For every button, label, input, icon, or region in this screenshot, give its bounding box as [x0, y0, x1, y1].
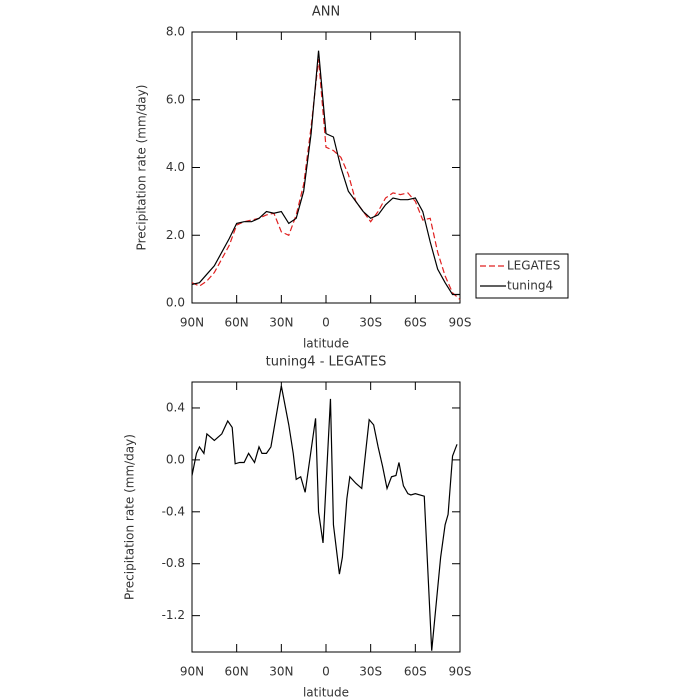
x-tick-label: 90N: [180, 665, 204, 679]
y-tick-label: 2.0: [166, 228, 185, 242]
x-axis-label: latitude: [303, 686, 349, 700]
x-tick-label: 90S: [449, 665, 472, 679]
x-tick-label: 90N: [180, 316, 204, 330]
x-tick-label: 90S: [449, 316, 472, 330]
y-tick-label: -1.2: [162, 608, 185, 622]
y-tick-label: 6.0: [166, 92, 185, 106]
y-axis-label: Precipitation rate (mm/day): [135, 85, 149, 251]
chart-title: tuning4 - LEGATES: [266, 355, 387, 370]
y-tick-label: 0.4: [166, 400, 185, 414]
x-tick-label: 60S: [404, 665, 427, 679]
x-tick-label: 60N: [225, 316, 249, 330]
series-line: [191, 59, 461, 301]
series-line: [191, 50, 460, 296]
series-line: [191, 385, 458, 651]
x-tick-label: 0: [322, 665, 330, 679]
x-tick-label: 30S: [359, 316, 382, 330]
x-tick-label: 30N: [269, 665, 293, 679]
x-tick-label: 30S: [359, 665, 382, 679]
y-tick-label: 4.0: [166, 160, 185, 174]
y-tick-label: 0.0: [166, 296, 185, 310]
legend-label: LEGATES: [507, 259, 560, 273]
legend-box: [475, 253, 569, 299]
y-tick-label: 0.0: [166, 452, 185, 466]
x-tick-label: 60N: [225, 665, 249, 679]
plot-frame: [191, 381, 461, 653]
plot-frame: [191, 31, 461, 304]
x-tick-label: 60S: [404, 316, 427, 330]
x-tick-label: 30N: [269, 316, 293, 330]
chart-title: ANN: [312, 5, 340, 20]
y-tick-label: -0.4: [162, 504, 185, 518]
legend-label: tuning4: [507, 279, 553, 293]
y-axis-label: Precipitation rate (mm/day): [123, 434, 137, 600]
x-axis-label: latitude: [303, 337, 349, 351]
x-tick-label: 0: [322, 316, 330, 330]
y-tick-label: -0.8: [162, 556, 185, 570]
y-tick-label: 8.0: [166, 25, 185, 39]
